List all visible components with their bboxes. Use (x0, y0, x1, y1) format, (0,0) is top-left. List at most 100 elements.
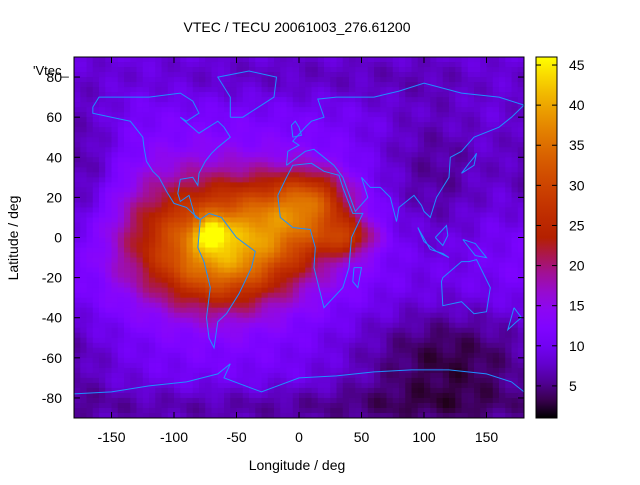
heatmap-cell (149, 297, 156, 304)
heatmap-cell (480, 217, 487, 223)
heatmap-cell (455, 117, 462, 123)
heatmap-cell (105, 267, 112, 274)
heatmap-cell (236, 247, 244, 254)
heatmap-cell (261, 117, 269, 123)
heatmap-cell (142, 167, 150, 173)
heatmap-cell (192, 357, 200, 364)
heatmap-cell (274, 222, 281, 228)
heatmap-cell (230, 382, 237, 389)
heatmap-cell (367, 67, 375, 73)
heatmap-cell (299, 317, 306, 324)
heatmap-cell (361, 167, 369, 173)
heatmap-cell (430, 177, 437, 183)
heatmap-cell (361, 127, 369, 133)
heatmap-cell (211, 307, 219, 314)
heatmap-cell (261, 322, 269, 329)
heatmap-cell (442, 97, 450, 103)
heatmap-cell (486, 107, 494, 113)
heatmap-cell (386, 137, 394, 143)
heatmap-cell (149, 147, 156, 153)
heatmap-cell (105, 112, 112, 118)
heatmap-cell (86, 402, 94, 409)
heatmap-cell (374, 107, 381, 113)
heatmap-cell (305, 287, 312, 294)
heatmap-cell (167, 387, 175, 394)
heatmap-cell (499, 247, 506, 254)
heatmap-cell (492, 232, 500, 238)
heatmap-cell (330, 167, 337, 173)
heatmap-cell (449, 372, 456, 379)
heatmap-cell (167, 297, 175, 304)
heatmap-cell (255, 367, 262, 374)
heatmap-cell (474, 72, 481, 78)
heatmap-cell (361, 142, 369, 148)
heatmap-cell (280, 387, 287, 394)
heatmap-cell (86, 352, 94, 359)
heatmap-cell (380, 377, 387, 384)
heatmap-cell (261, 342, 269, 349)
heatmap-cell (167, 112, 175, 118)
heatmap-cell (436, 237, 444, 244)
heatmap-cell (180, 322, 187, 329)
heatmap-cell (424, 237, 431, 244)
heatmap-cell (155, 382, 162, 389)
heatmap-cell (255, 162, 262, 168)
heatmap-cell (136, 312, 144, 319)
heatmap-cell (430, 142, 437, 148)
heatmap-cell (242, 352, 250, 359)
heatmap-cell (180, 352, 187, 359)
heatmap-cell (86, 247, 94, 254)
heatmap-cell (380, 222, 387, 228)
heatmap-cell (311, 272, 319, 279)
heatmap-cell (174, 252, 181, 259)
heatmap-cell (211, 367, 219, 374)
heatmap-cell (299, 167, 306, 173)
heatmap-cell (149, 332, 156, 339)
heatmap-cell (411, 257, 419, 264)
heatmap-cell (486, 152, 494, 158)
heatmap-cell (317, 392, 325, 399)
heatmap-cell (474, 297, 481, 304)
heatmap-cell (355, 377, 362, 384)
heatmap-cell (192, 252, 200, 259)
heatmap-cell (205, 72, 212, 78)
heatmap-cell (461, 317, 469, 324)
heatmap-cell (474, 57, 481, 63)
heatmap-cell (217, 62, 225, 68)
heatmap-cell (417, 332, 425, 339)
heatmap-cell (424, 157, 431, 163)
heatmap-cell (161, 232, 169, 238)
heatmap-cell (305, 192, 312, 198)
heatmap-cell (286, 317, 294, 324)
heatmap-cell (492, 287, 500, 294)
heatmap-cell (224, 182, 231, 188)
heatmap-cell (142, 77, 150, 83)
heatmap-cell (299, 132, 306, 138)
heatmap-cell (74, 207, 81, 213)
heatmap-cell (199, 402, 206, 409)
heatmap-cell (380, 72, 387, 78)
heatmap-cell (492, 92, 500, 98)
heatmap-cell (117, 177, 125, 183)
heatmap-cell (505, 227, 512, 233)
heatmap-cell (342, 372, 350, 379)
heatmap-cell (486, 237, 494, 244)
heatmap-cell (136, 277, 144, 284)
heatmap-cell (267, 297, 275, 304)
heatmap-cell (461, 127, 469, 133)
heatmap-cell (305, 242, 312, 249)
heatmap-cell (261, 367, 269, 374)
heatmap-cell (411, 192, 419, 198)
heatmap-cell (292, 212, 300, 218)
heatmap-cell (436, 357, 444, 364)
heatmap-cell (349, 62, 356, 68)
heatmap-cell (380, 247, 387, 254)
heatmap-cell (330, 132, 337, 138)
heatmap-cell (217, 97, 225, 103)
heatmap-cell (461, 67, 469, 73)
heatmap-cell (430, 57, 437, 63)
heatmap-cell (417, 62, 425, 68)
heatmap-cell (305, 277, 312, 284)
heatmap-cell (80, 377, 87, 384)
heatmap-cell (392, 382, 400, 389)
